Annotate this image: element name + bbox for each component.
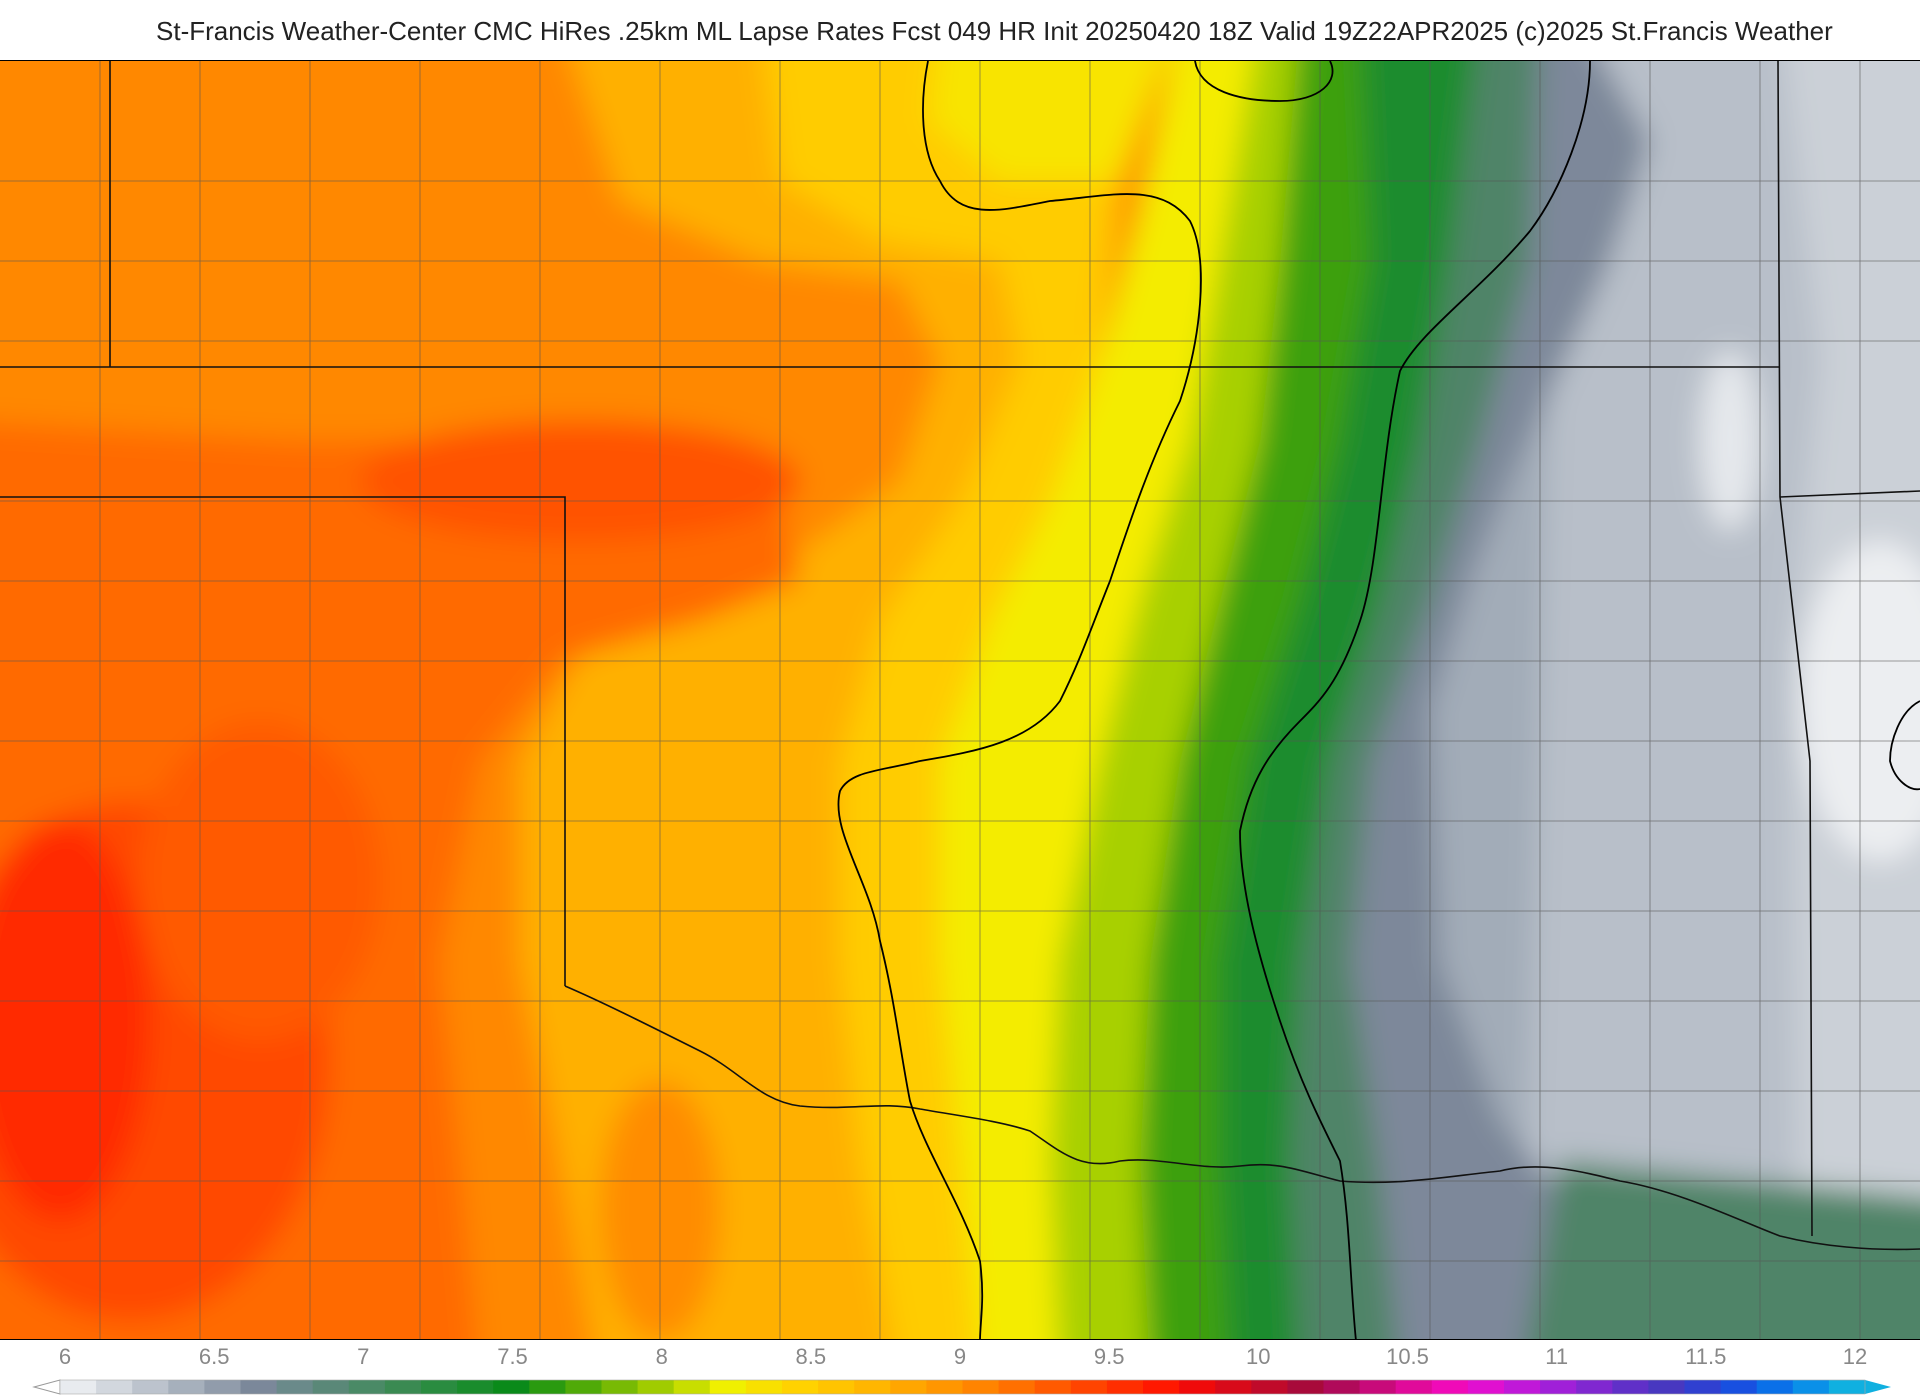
colorbar-swatch xyxy=(1106,1380,1144,1394)
lapse-rate-fill xyxy=(0,61,1920,1339)
colorbar-tick-label: 10 xyxy=(1246,1344,1270,1369)
colorbar-swatch xyxy=(1828,1380,1866,1394)
colorbar-swatch xyxy=(312,1380,350,1394)
colorbar-swatch xyxy=(384,1380,422,1394)
colorbar-swatch xyxy=(1504,1380,1541,1394)
colorbar-swatch xyxy=(673,1380,711,1394)
colorbar-swatch xyxy=(1034,1380,1072,1394)
colorbar-swatch xyxy=(962,1380,1000,1394)
county-boundaries xyxy=(0,61,1920,1339)
colorbar-swatch xyxy=(1287,1380,1325,1394)
colorbar-swatch xyxy=(1792,1380,1830,1394)
colorbar-tick-label: 8 xyxy=(656,1344,668,1369)
colorbar-swatch xyxy=(745,1380,783,1394)
colorbar-swatch xyxy=(1467,1380,1505,1394)
colorbar-swatch xyxy=(1323,1380,1361,1394)
colorbar-tick-label: 6.5 xyxy=(199,1344,230,1369)
colorbar-swatch xyxy=(276,1380,314,1394)
colorbar-tick-label: 11 xyxy=(1545,1344,1568,1369)
colorbar-tick-label: 10.5 xyxy=(1386,1344,1429,1369)
colorbar-swatch xyxy=(96,1380,133,1394)
colorbar-tick-labels: 6 6.5 7 7.5 8 8.5 9 9.5 10 10.5 11 11.5 12 xyxy=(59,1344,1867,1369)
colorbar-swatch xyxy=(601,1380,639,1394)
colorbar-left-arrow xyxy=(32,1379,61,1395)
colorbar-swatch xyxy=(1215,1380,1252,1394)
colorbar-swatch xyxy=(1576,1380,1613,1394)
colorbar-swatch xyxy=(1395,1380,1433,1394)
colorbar-swatch xyxy=(1648,1380,1686,1394)
colorbar-swatch xyxy=(348,1380,386,1394)
colorbar-swatch xyxy=(240,1380,278,1394)
header: St-Francis Weather-Center CMC HiRes .25k… xyxy=(0,0,1920,60)
colorbar-right-arrow xyxy=(1865,1380,1891,1394)
colorbar-outline xyxy=(59,1379,1866,1395)
state-boundaries xyxy=(0,61,1920,1251)
colorbar-swatch xyxy=(1612,1380,1649,1394)
colorbar-swatch xyxy=(168,1380,205,1394)
colorbar-swatch xyxy=(926,1380,964,1394)
colorbar-tick-label: 6 xyxy=(59,1344,71,1369)
colorbar-swatch xyxy=(1431,1380,1469,1394)
colorbar-tick-label: 9.5 xyxy=(1094,1344,1125,1369)
legend: 6 6.5 7 7.5 8 8.5 9 9.5 10 10.5 11 11.5 12 xyxy=(0,1340,1920,1400)
map-title: St-Francis Weather-Center CMC HiRes .25k… xyxy=(156,16,1833,46)
colorbar-tick-label: 9 xyxy=(954,1344,966,1369)
colorbar-swatch xyxy=(493,1380,530,1394)
colorbar-swatch xyxy=(565,1380,603,1394)
colorbar-tick-label: 8.5 xyxy=(796,1344,827,1369)
color-scale-bar: 6 6.5 7 7.5 8 8.5 9 9.5 10 10.5 11 11.5 12 xyxy=(32,1344,1891,1395)
colorbar-tick-label: 7.5 xyxy=(497,1344,528,1369)
colorbar-swatch xyxy=(1070,1380,1108,1394)
colorbar-swatch xyxy=(709,1380,747,1394)
colorbar-tick-label: 11.5 xyxy=(1685,1344,1726,1369)
colorbar-swatch xyxy=(1143,1380,1180,1394)
colorbar-tick-label: 7 xyxy=(357,1344,369,1369)
colorbar-swatch xyxy=(1179,1380,1216,1394)
colorbar-swatch xyxy=(457,1380,494,1394)
colorbar-swatch xyxy=(782,1380,819,1394)
colorbar-swatch xyxy=(1756,1380,1794,1394)
colorbar-tick-label: 12 xyxy=(1843,1344,1867,1369)
colorbar-swatch xyxy=(60,1380,97,1394)
colorbar-swatch xyxy=(1251,1380,1288,1394)
colorbar-swatch xyxy=(1359,1380,1397,1394)
colorbar-swatch xyxy=(854,1380,891,1394)
colorbar-swatch xyxy=(1720,1380,1758,1394)
colorbar-swatch xyxy=(1540,1380,1577,1394)
colorbar-swatch xyxy=(421,1380,458,1394)
map-panel xyxy=(0,60,1920,1340)
colorbar-swatches xyxy=(32,1379,1891,1395)
colorbar-swatch xyxy=(890,1380,927,1394)
colorbar-swatch xyxy=(204,1380,242,1394)
colorbar-swatch xyxy=(1684,1380,1722,1394)
colorbar-swatch xyxy=(637,1380,675,1394)
contour-lines xyxy=(837,61,1920,1339)
colorbar-swatch xyxy=(818,1380,855,1394)
colorbar-swatch xyxy=(998,1380,1036,1394)
lapse-rate-map xyxy=(0,61,1920,1339)
colorbar-swatch xyxy=(132,1380,169,1394)
colorbar-swatch xyxy=(529,1380,566,1394)
